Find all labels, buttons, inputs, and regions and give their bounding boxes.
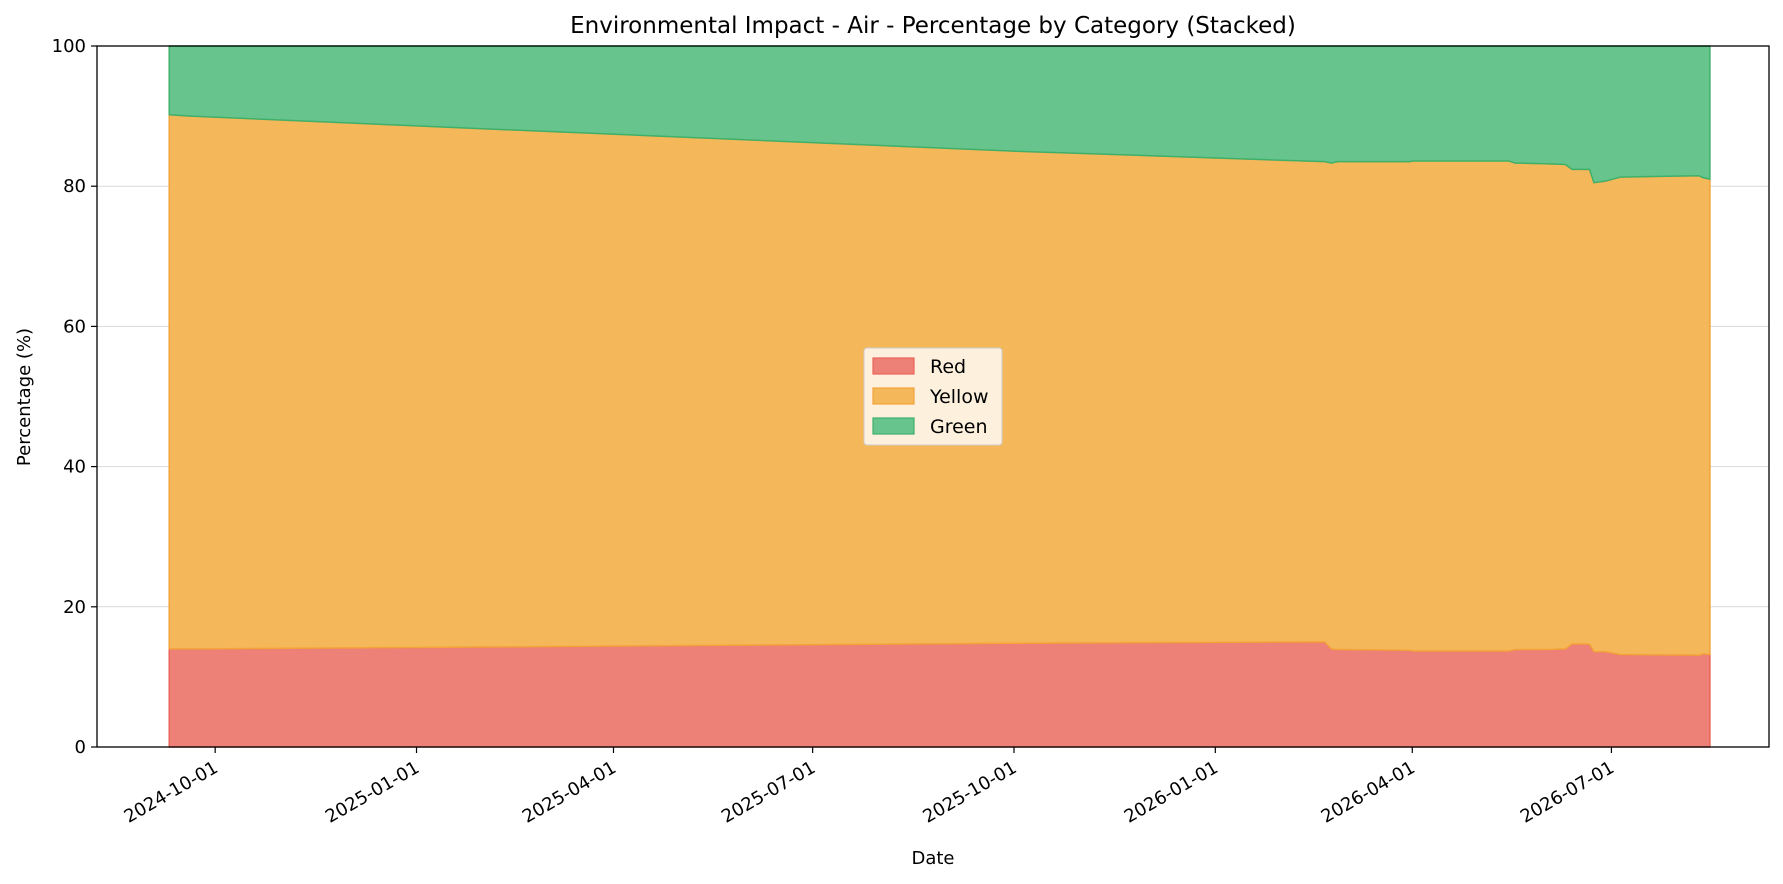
y-tick-label: 0 [75,737,86,758]
legend-swatch-red [872,357,915,375]
y-tick-label: 20 [63,597,86,618]
x-tick-label: 2026-01-01 [1121,757,1222,827]
y-tick-label: 80 [63,176,86,197]
legend-label-green: Green [930,416,988,438]
y-tick-label: 100 [52,36,86,57]
y-tick-label: 40 [63,457,86,478]
x-axis-label: Date [911,848,954,869]
legend-swatch-green [872,417,915,435]
x-tick-label: 2025-10-01 [919,757,1020,827]
x-tick-label: 2024-10-01 [121,757,222,827]
x-tick-label: 2026-07-01 [1517,757,1618,827]
plot-frame [96,45,1770,748]
x-tick-label: 2026-04-01 [1318,757,1419,827]
area-red [168,641,1711,748]
legend: Red Yellow Green [863,347,1003,446]
y-axis-label: Percentage (%) [14,328,35,466]
x-tick-label: 2025-01-01 [322,757,423,827]
y-tick-label: 60 [63,316,86,337]
legend-label-yellow: Yellow [929,386,989,408]
legend-swatch-yellow [872,387,915,405]
chart-title: Environmental Impact - Air - Percentage … [570,13,1296,39]
x-tick-label: 2025-04-01 [519,757,620,827]
x-tick-label: 2025-07-01 [718,757,819,827]
legend-label-red: Red [930,356,966,378]
